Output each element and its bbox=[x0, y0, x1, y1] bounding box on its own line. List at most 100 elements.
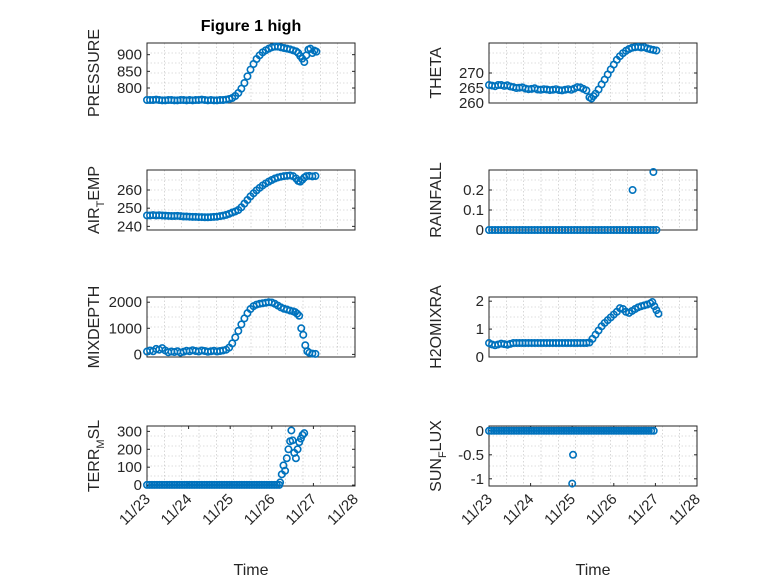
y-tick-label: 0 bbox=[134, 346, 142, 363]
data-point bbox=[627, 426, 636, 435]
data-point bbox=[547, 426, 556, 435]
data-point bbox=[293, 309, 302, 318]
data-point bbox=[276, 478, 285, 487]
axes-box bbox=[488, 296, 698, 358]
data-point bbox=[260, 480, 269, 489]
data-point bbox=[250, 480, 259, 489]
data-point bbox=[589, 426, 598, 435]
data-point bbox=[632, 426, 641, 435]
data-point bbox=[568, 479, 577, 488]
data-point bbox=[542, 426, 551, 435]
data-point bbox=[265, 480, 274, 489]
data-point bbox=[634, 426, 643, 435]
data-point bbox=[182, 480, 191, 489]
subplot-sun_flux: -1 -0.5 0 11/23 11/24 11/25 11/26 11/27 11/28 Tim… bbox=[428, 420, 704, 579]
y-tick-label: 1000 bbox=[109, 320, 142, 337]
data-point bbox=[306, 44, 315, 53]
data-point bbox=[296, 177, 305, 186]
data-point bbox=[642, 426, 651, 435]
data-point bbox=[499, 426, 508, 435]
data-point bbox=[267, 480, 276, 489]
data-point bbox=[579, 426, 588, 435]
data-point bbox=[227, 480, 236, 489]
data-point bbox=[517, 426, 526, 435]
data-point bbox=[257, 480, 266, 489]
subplot-mixdepth: 0 1000 2000 MIXDEPTH bbox=[86, 286, 356, 368]
x-axis-label: Time bbox=[576, 562, 611, 579]
data-point bbox=[607, 426, 616, 435]
y-axis-label: TERRMSL bbox=[86, 420, 107, 492]
data-point bbox=[532, 426, 541, 435]
data-point bbox=[650, 302, 659, 311]
x-tick-label: 11/25 bbox=[541, 491, 579, 529]
data-point bbox=[170, 480, 179, 489]
y-axis-label-main: TERR bbox=[86, 449, 103, 493]
data-point bbox=[652, 226, 661, 235]
data-point bbox=[284, 445, 293, 454]
y-tick-label: 2 bbox=[476, 293, 484, 310]
y-tick-label: 0 bbox=[476, 349, 484, 366]
data-point bbox=[143, 480, 152, 489]
y-tick-label: 0 bbox=[476, 222, 484, 239]
data-point bbox=[549, 426, 558, 435]
data-point bbox=[537, 426, 546, 435]
data-point bbox=[567, 426, 576, 435]
data-point bbox=[262, 480, 271, 489]
axes-box bbox=[146, 169, 356, 231]
data-point bbox=[594, 426, 603, 435]
data-point bbox=[552, 426, 561, 435]
data-point bbox=[514, 426, 523, 435]
data-point bbox=[519, 426, 528, 435]
data-point bbox=[145, 480, 154, 489]
data-point bbox=[597, 426, 606, 435]
data-point bbox=[180, 480, 189, 489]
y-tick-label: 250 bbox=[117, 200, 142, 217]
data-point bbox=[225, 480, 234, 489]
y-tick-label: 270 bbox=[459, 65, 484, 82]
y-tick-label: 850 bbox=[117, 63, 142, 80]
data-point bbox=[557, 426, 566, 435]
data-point bbox=[299, 330, 308, 339]
data-point bbox=[240, 79, 249, 88]
data-point bbox=[172, 480, 181, 489]
x-tick-label: 11/25 bbox=[199, 491, 237, 529]
data-point bbox=[644, 426, 653, 435]
x-tick-label: 11/26 bbox=[583, 491, 621, 529]
data-point bbox=[619, 426, 628, 435]
y-axis-label-tail: LUX bbox=[428, 420, 445, 451]
data-point bbox=[637, 426, 646, 435]
data-point bbox=[150, 480, 159, 489]
data-point bbox=[162, 480, 171, 489]
data-point bbox=[197, 480, 206, 489]
data-point bbox=[192, 480, 201, 489]
data-point bbox=[628, 186, 637, 195]
y-tick-label: 0.2 bbox=[463, 182, 484, 199]
y-tick-label: 240 bbox=[117, 218, 142, 235]
y-axis-label: PRESSURE bbox=[86, 29, 103, 117]
x-axis-label: Time bbox=[234, 562, 269, 579]
data-point bbox=[509, 426, 518, 435]
data-point bbox=[300, 57, 309, 66]
y-tick-label: 100 bbox=[117, 459, 142, 476]
x-tick-label: 11/27 bbox=[624, 491, 662, 529]
data-point bbox=[293, 445, 302, 454]
x-tick-label: 11/26 bbox=[241, 491, 279, 529]
axes-box bbox=[146, 425, 356, 487]
data-point bbox=[235, 480, 244, 489]
data-point bbox=[484, 426, 493, 435]
data-point bbox=[212, 480, 221, 489]
data-point bbox=[243, 72, 252, 81]
y-tick-label: -0.5 bbox=[458, 447, 484, 464]
data-point bbox=[554, 426, 563, 435]
data-point bbox=[504, 426, 513, 435]
data-point bbox=[602, 426, 611, 435]
axes-box bbox=[146, 42, 356, 104]
data-point bbox=[312, 47, 321, 56]
data-point bbox=[232, 480, 241, 489]
data-point bbox=[577, 426, 586, 435]
data-point bbox=[562, 426, 571, 435]
y-tick-label: 0 bbox=[476, 423, 484, 440]
